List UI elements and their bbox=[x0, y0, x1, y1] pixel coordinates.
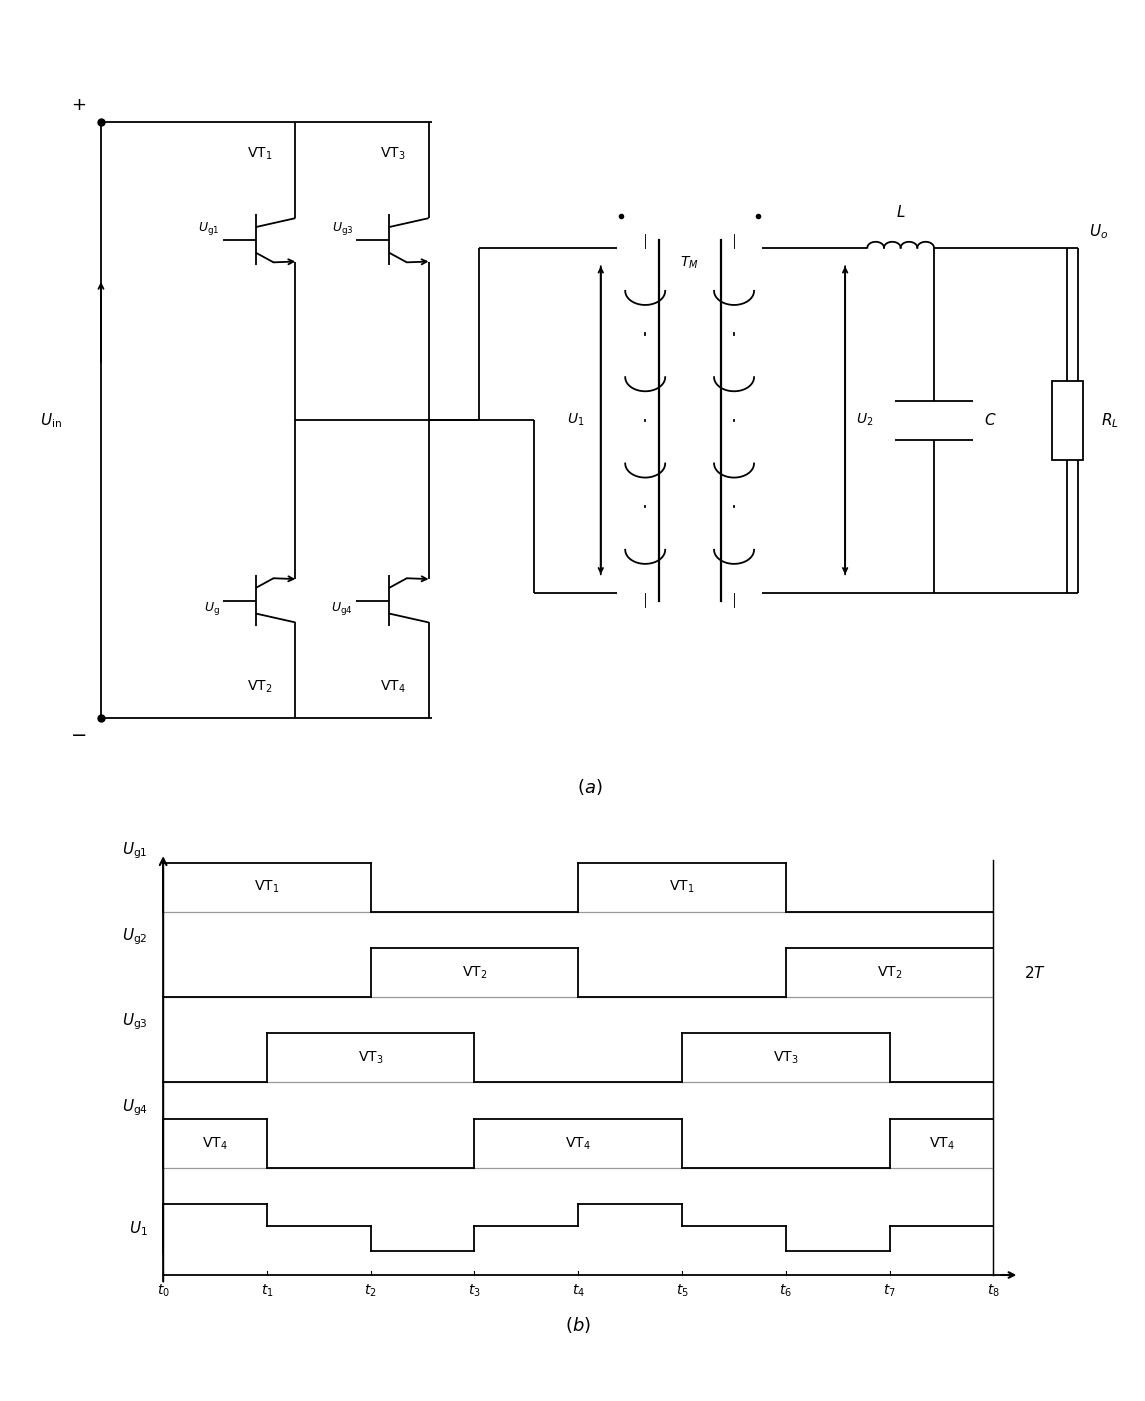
Text: $U_{\rm g3}$: $U_{\rm g3}$ bbox=[332, 220, 353, 237]
Text: $U_{\rm in}$: $U_{\rm in}$ bbox=[40, 410, 62, 430]
Text: $U_{\rm g}$: $U_{\rm g}$ bbox=[204, 600, 220, 616]
Bar bbox=[1052, 381, 1083, 460]
Text: $U_2$: $U_2$ bbox=[856, 412, 874, 429]
Text: $t_0$: $t_0$ bbox=[157, 1283, 169, 1300]
Text: $\rm VT_2$: $\rm VT_2$ bbox=[246, 679, 271, 695]
Text: $\rm VT_3$: $\rm VT_3$ bbox=[380, 146, 405, 161]
Text: $U_{\rm g3}$: $U_{\rm g3}$ bbox=[121, 1012, 148, 1033]
Text: $t_3$: $t_3$ bbox=[468, 1283, 481, 1300]
Text: $\rm VT_1$: $\rm VT_1$ bbox=[254, 878, 279, 895]
Text: $R_L$: $R_L$ bbox=[1100, 410, 1119, 430]
Text: $t_2$: $t_2$ bbox=[364, 1283, 377, 1300]
Text: $\rm VT_1$: $\rm VT_1$ bbox=[246, 146, 271, 161]
Text: $U_{\rm g2}$: $U_{\rm g2}$ bbox=[123, 926, 148, 947]
Text: $U_{\rm g1}$: $U_{\rm g1}$ bbox=[121, 841, 148, 862]
Text: $U_{\rm g4}$: $U_{\rm g4}$ bbox=[121, 1097, 148, 1118]
Text: $U_{\rm g4}$: $U_{\rm g4}$ bbox=[331, 600, 353, 616]
Text: $2T$: $2T$ bbox=[1025, 964, 1047, 981]
Text: C: C bbox=[984, 413, 995, 427]
Text: $\rm VT_4$: $\rm VT_4$ bbox=[566, 1135, 591, 1152]
Text: $\rm VT_4$: $\rm VT_4$ bbox=[203, 1135, 228, 1152]
Text: −: − bbox=[71, 726, 87, 745]
Text: $\rm VT_2$: $\rm VT_2$ bbox=[461, 964, 487, 981]
Text: $U_1$: $U_1$ bbox=[128, 1219, 148, 1238]
Text: $(a)$: $(a)$ bbox=[577, 778, 602, 797]
Text: $(b)$: $(b)$ bbox=[566, 1316, 591, 1335]
Text: $\rm VT_2$: $\rm VT_2$ bbox=[877, 964, 902, 981]
Text: $t_7$: $t_7$ bbox=[883, 1283, 895, 1300]
Text: $T_M$: $T_M$ bbox=[680, 255, 698, 272]
Text: $\rm VT_4$: $\rm VT_4$ bbox=[929, 1135, 954, 1152]
Text: $t_6$: $t_6$ bbox=[780, 1283, 792, 1300]
Text: $U_1$: $U_1$ bbox=[567, 412, 584, 429]
Text: $U_{\rm g1}$: $U_{\rm g1}$ bbox=[198, 220, 220, 237]
Text: $t_8$: $t_8$ bbox=[987, 1283, 1000, 1300]
Text: $\rm VT_3$: $\rm VT_3$ bbox=[773, 1049, 798, 1066]
Text: $\rm VT_4$: $\rm VT_4$ bbox=[380, 679, 405, 695]
Text: L: L bbox=[897, 205, 905, 220]
Text: $t_1$: $t_1$ bbox=[261, 1283, 274, 1300]
Text: $U_o$: $U_o$ bbox=[1090, 223, 1108, 241]
Text: +: + bbox=[71, 97, 86, 115]
Text: $\rm VT_3$: $\rm VT_3$ bbox=[358, 1049, 384, 1066]
Text: $\rm VT_1$: $\rm VT_1$ bbox=[670, 878, 695, 895]
Text: $t_5$: $t_5$ bbox=[676, 1283, 688, 1300]
Text: $t_4$: $t_4$ bbox=[571, 1283, 585, 1300]
